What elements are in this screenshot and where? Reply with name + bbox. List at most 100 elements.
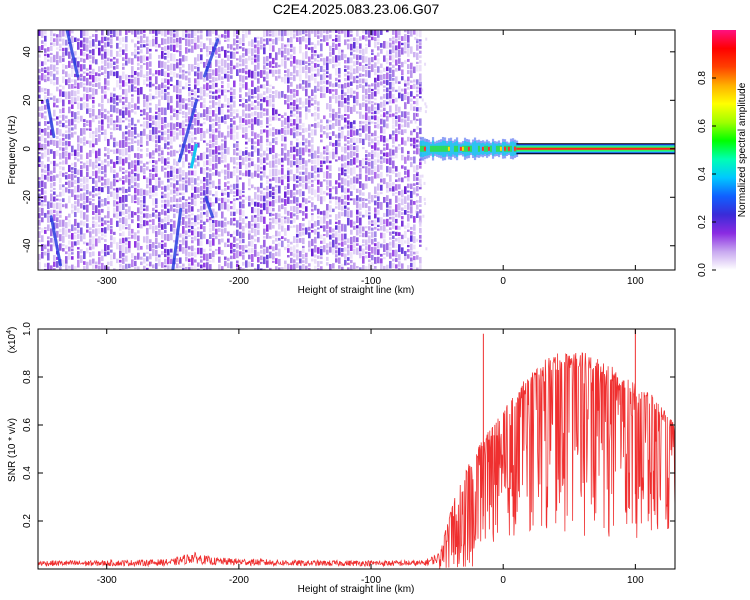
spectrogram-carrier-trace <box>419 136 675 161</box>
spectral-cell <box>233 157 236 165</box>
spectral-cell <box>128 85 131 93</box>
spectral-cell <box>296 138 299 141</box>
spectrogram-noise-texture <box>38 30 428 270</box>
spectral-cell <box>365 123 368 132</box>
spectral-cell <box>266 185 269 191</box>
spectral-cell <box>83 122 86 128</box>
spectral-cell <box>143 117 146 120</box>
spectral-cell <box>317 255 320 259</box>
spectral-cell <box>182 157 185 160</box>
spectral-cell <box>251 118 254 123</box>
spectral-cell <box>287 254 290 258</box>
spectral-cell <box>131 160 134 169</box>
spectral-cell <box>416 93 419 97</box>
spectral-cell <box>257 47 260 55</box>
spectral-cell <box>296 238 299 244</box>
spectral-cell <box>44 74 47 78</box>
spectral-cell <box>218 203 221 211</box>
spectral-cell <box>398 30 401 36</box>
spectral-cell <box>245 58 248 64</box>
spectral-cell <box>341 84 344 89</box>
spectral-cell <box>161 78 164 82</box>
carrier-cell <box>449 141 453 157</box>
spectral-cell <box>80 145 83 153</box>
spectral-cell <box>389 260 392 269</box>
spectral-cell <box>161 38 164 45</box>
spectral-cell <box>215 219 218 227</box>
spectral-cell <box>254 186 257 190</box>
spectral-cell <box>209 197 212 202</box>
spectral-cell <box>119 217 122 223</box>
spectral-cell <box>374 266 377 269</box>
spectral-cell <box>344 253 347 259</box>
spectral-cell <box>188 39 191 47</box>
spectral-cell <box>425 105 428 109</box>
spectral-cell <box>423 158 426 162</box>
spectral-cell <box>389 55 392 61</box>
spectral-cell <box>347 152 350 160</box>
spectral-cell <box>185 82 188 90</box>
spectral-cell <box>110 34 113 38</box>
spectral-cell <box>128 178 131 186</box>
spectral-cell <box>419 87 422 95</box>
spectral-cell <box>392 64 395 69</box>
spectral-cell <box>299 223 302 231</box>
spectral-cell <box>284 174 287 180</box>
spectral-cell <box>41 187 44 195</box>
spectral-cell <box>419 64 422 72</box>
spectral-cell <box>257 85 260 93</box>
spectral-cell <box>71 189 74 198</box>
spectral-cell <box>239 209 242 216</box>
spectral-cell <box>131 175 134 184</box>
spectral-cell <box>209 30 212 37</box>
spectral-cell <box>350 177 353 185</box>
spectral-cell <box>176 37 179 43</box>
spectral-cell <box>257 118 260 126</box>
spectral-cell <box>374 247 377 255</box>
spectral-cell <box>134 232 137 240</box>
spectral-cell <box>344 259 347 266</box>
spectral-cell <box>236 166 239 174</box>
spectral-cell <box>377 192 380 196</box>
spectral-cell <box>404 225 407 230</box>
spectral-cell <box>356 229 359 236</box>
spectral-cell <box>254 243 257 250</box>
spectral-cell <box>104 227 107 234</box>
spectral-cell <box>101 255 104 262</box>
spectral-cell <box>227 105 230 108</box>
spectral-cell <box>230 60 233 67</box>
spectral-cell <box>239 177 242 180</box>
spectral-cell <box>407 48 410 57</box>
x-tick-label: 0 <box>500 575 506 586</box>
spectral-cell <box>200 61 203 64</box>
spectral-cell <box>119 268 122 270</box>
spectral-cell <box>185 240 188 249</box>
spectral-cell <box>134 172 137 177</box>
spectral-cell <box>140 35 143 44</box>
spectral-cell <box>395 89 398 92</box>
spectral-cell <box>251 89 254 95</box>
spectral-cell <box>359 217 362 226</box>
spectral-cell <box>251 80 254 87</box>
spectral-cell <box>122 57 125 61</box>
spectral-cell <box>44 88 47 91</box>
spectral-cell <box>251 215 254 223</box>
spectral-cell <box>311 103 314 106</box>
spectral-cell <box>251 254 254 263</box>
spectral-cell <box>59 38 62 42</box>
spectral-cell <box>353 262 356 270</box>
spectral-cell <box>332 186 335 190</box>
spectral-cell <box>266 38 269 45</box>
spectral-cell <box>128 231 131 237</box>
spectral-cell <box>332 42 335 48</box>
spectral-cell <box>368 251 371 258</box>
spectral-cell <box>101 160 104 166</box>
spectral-cell <box>164 38 167 45</box>
spectral-cell <box>368 161 371 167</box>
spectral-cell <box>80 128 83 136</box>
spectral-cell <box>104 36 107 42</box>
spectral-cell <box>257 36 260 39</box>
spectral-cell <box>122 175 125 180</box>
spectral-cell <box>131 97 134 103</box>
spectral-cell <box>239 46 242 49</box>
